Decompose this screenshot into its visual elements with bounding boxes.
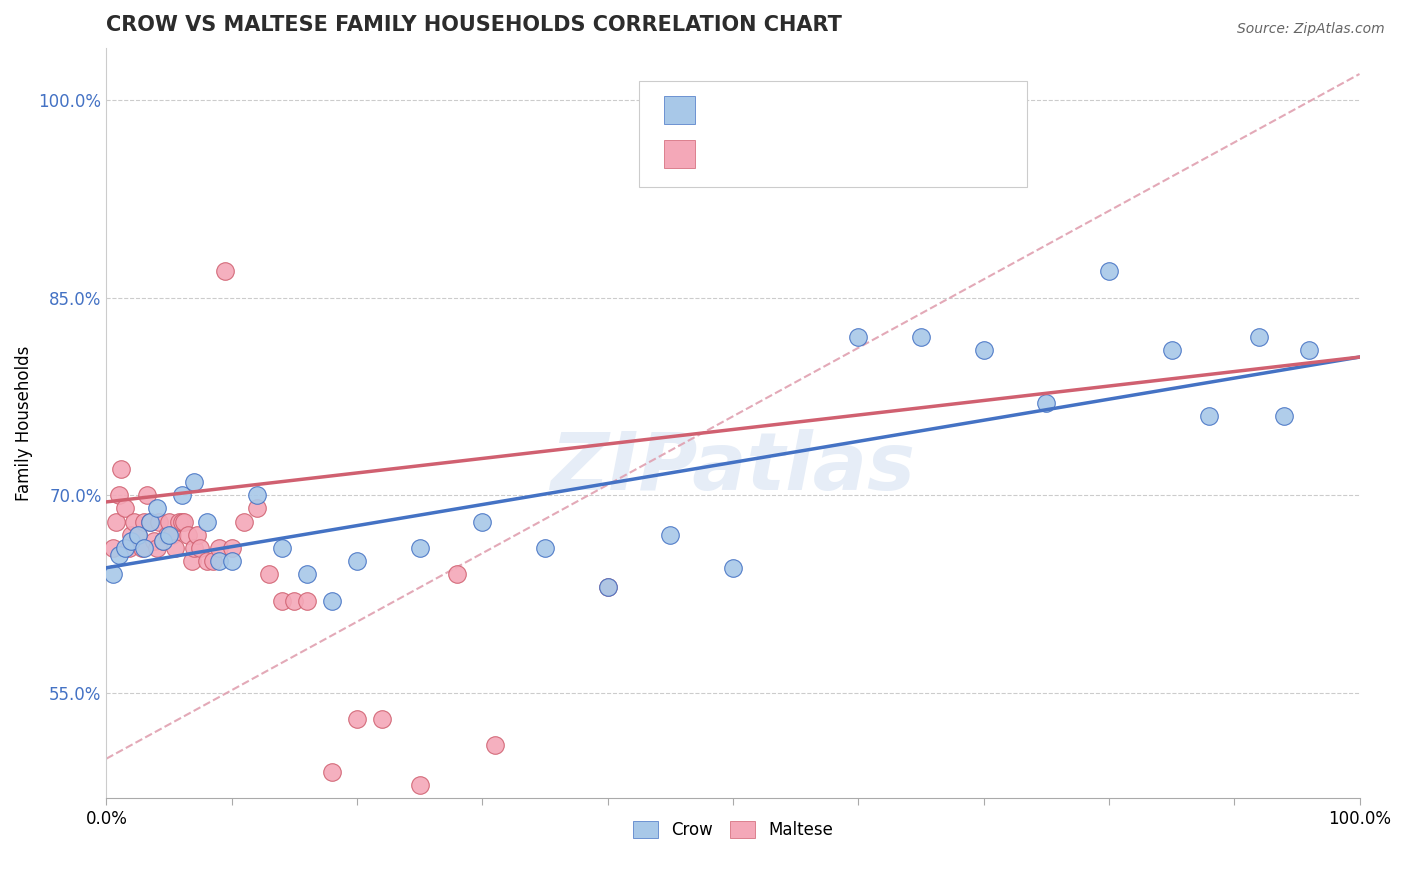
Point: [152, 534, 174, 549]
Point: [101, 541, 124, 555]
Point: [132, 541, 155, 555]
Point: [139, 515, 162, 529]
Point: [152, 534, 174, 549]
FancyBboxPatch shape: [638, 81, 1028, 186]
Point: [122, 515, 145, 529]
Point: [846, 330, 869, 344]
Point: [114, 501, 136, 516]
Text: Source: ZipAtlas.com: Source: ZipAtlas.com: [1237, 22, 1385, 37]
Point: [408, 541, 430, 555]
Point: [221, 541, 243, 555]
Point: [208, 541, 231, 555]
Point: [446, 567, 468, 582]
Point: [408, 778, 430, 792]
Point: [160, 528, 183, 542]
Point: [201, 554, 224, 568]
Point: [233, 515, 256, 529]
Point: [346, 712, 368, 726]
Point: [484, 739, 506, 753]
Point: [346, 554, 368, 568]
Text: R =  0.428: R = 0.428: [710, 101, 807, 119]
Point: [114, 541, 136, 555]
Point: [534, 541, 557, 555]
Point: [295, 567, 318, 582]
Point: [105, 515, 128, 529]
Point: [190, 541, 212, 555]
Point: [221, 554, 243, 568]
FancyBboxPatch shape: [664, 95, 696, 124]
Text: N =  36: N = 36: [870, 101, 939, 119]
Point: [195, 554, 218, 568]
Y-axis label: Family Households: Family Households: [15, 345, 32, 500]
Point: [143, 534, 166, 549]
Point: [721, 560, 744, 574]
Point: [127, 528, 149, 542]
Point: [246, 488, 269, 502]
Point: [270, 541, 292, 555]
Point: [214, 264, 236, 278]
Point: [259, 567, 281, 582]
Legend: Crow, Maltese: Crow, Maltese: [626, 814, 839, 847]
Point: [145, 541, 167, 555]
Point: [155, 528, 177, 542]
Point: [157, 515, 180, 529]
Point: [108, 488, 131, 502]
Point: [132, 515, 155, 529]
Point: [371, 712, 394, 726]
Point: [246, 501, 269, 516]
Point: [173, 515, 195, 529]
FancyBboxPatch shape: [664, 140, 696, 168]
Point: [596, 581, 619, 595]
Point: [177, 528, 200, 542]
Point: [170, 515, 193, 529]
Point: [208, 554, 231, 568]
Text: ZIPatlas: ZIPatlas: [551, 429, 915, 507]
Point: [121, 528, 143, 542]
Point: [183, 475, 205, 490]
Point: [910, 330, 932, 344]
Point: [157, 528, 180, 542]
Point: [283, 593, 305, 607]
Point: [1098, 264, 1121, 278]
Point: [180, 554, 202, 568]
Point: [1298, 343, 1320, 358]
Point: [1272, 409, 1295, 424]
Point: [110, 462, 132, 476]
Point: [195, 515, 218, 529]
Text: N =  47: N = 47: [870, 145, 939, 163]
Point: [659, 528, 682, 542]
Text: R =  0.164: R = 0.164: [710, 145, 807, 163]
Point: [596, 581, 619, 595]
Point: [170, 488, 193, 502]
Point: [183, 541, 205, 555]
Point: [1035, 396, 1057, 410]
Point: [270, 593, 292, 607]
Point: [471, 515, 494, 529]
Point: [1249, 330, 1271, 344]
Point: [127, 528, 149, 542]
Point: [321, 764, 343, 779]
Point: [165, 541, 187, 555]
Point: [321, 593, 343, 607]
Point: [148, 515, 170, 529]
Point: [135, 488, 157, 502]
Point: [108, 548, 131, 562]
Point: [139, 515, 162, 529]
Point: [145, 501, 167, 516]
Point: [1198, 409, 1220, 424]
Point: [186, 528, 208, 542]
Point: [1160, 343, 1182, 358]
Text: CROW VS MALTESE FAMILY HOUSEHOLDS CORRELATION CHART: CROW VS MALTESE FAMILY HOUSEHOLDS CORREL…: [107, 15, 842, 35]
Point: [973, 343, 995, 358]
Point: [295, 593, 318, 607]
Point: [118, 541, 141, 555]
Point: [121, 534, 143, 549]
Point: [101, 567, 124, 582]
Point: [167, 515, 190, 529]
Point: [131, 541, 153, 555]
